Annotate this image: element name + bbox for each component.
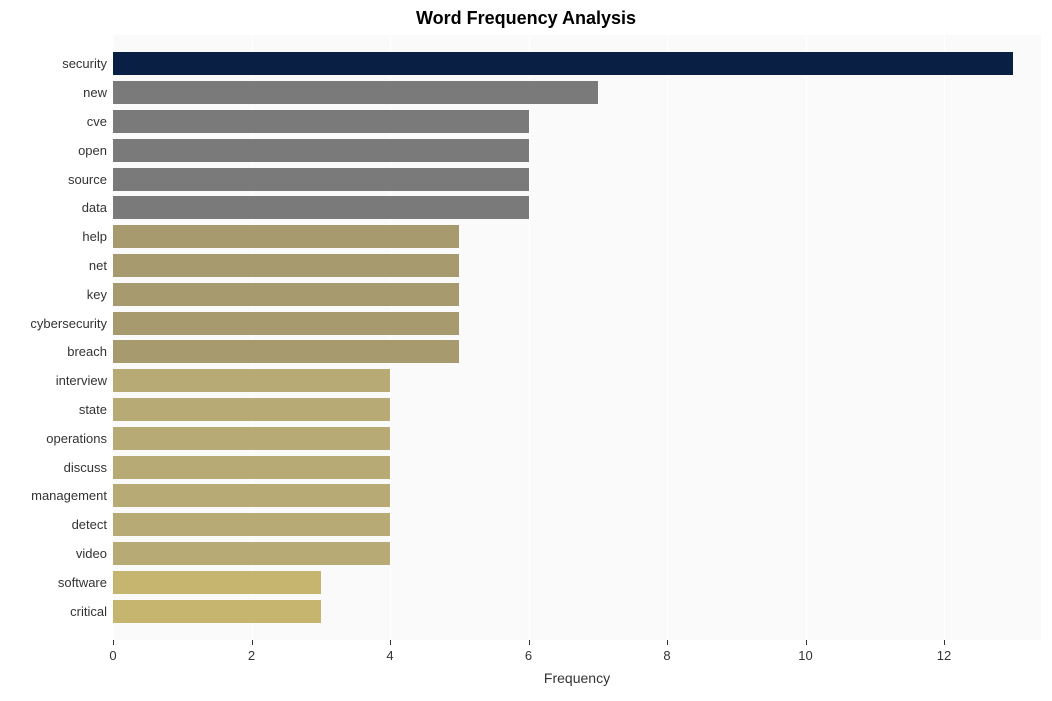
chart-title: Word Frequency Analysis [0,8,1052,29]
y-tick-label: source [68,172,107,187]
gridline [944,35,945,640]
bar [113,542,390,565]
x-tick-mark [806,640,807,645]
y-tick-label: critical [70,604,107,619]
bar [113,283,459,306]
x-tick-mark [944,640,945,645]
y-tick-label: discuss [64,460,107,475]
bar [113,139,529,162]
bar [113,340,459,363]
x-tick-mark [667,640,668,645]
gridline [667,35,668,640]
x-tick-label: 8 [663,648,670,663]
bar [113,312,459,335]
bar [113,225,459,248]
y-tick-label: data [82,200,107,215]
bar [113,571,321,594]
bar [113,484,390,507]
gridline [529,35,530,640]
bar [113,254,459,277]
plot-area [113,35,1041,640]
x-tick-label: 10 [798,648,812,663]
bar [113,168,529,191]
x-tick-label: 12 [937,648,951,663]
x-tick-label: 0 [109,648,116,663]
x-tick-mark [252,640,253,645]
x-tick-mark [529,640,530,645]
y-tick-label: net [89,258,107,273]
bar [113,456,390,479]
y-tick-label: cve [87,114,107,129]
gridline [806,35,807,640]
y-tick-label: security [62,56,107,71]
bar [113,513,390,536]
y-tick-label: breach [67,344,107,359]
y-tick-label: cybersecurity [30,316,107,331]
x-tick-mark [113,640,114,645]
bar [113,81,598,104]
bar [113,110,529,133]
y-tick-label: new [83,85,107,100]
figure: Word Frequency Analysis Frequency 0 2 4 6 8 1… [0,0,1052,701]
bar [113,369,390,392]
y-tick-label: detect [72,517,107,532]
y-tick-label: management [31,488,107,503]
x-tick-mark [390,640,391,645]
y-tick-label: video [76,546,107,561]
y-tick-label: interview [56,373,107,388]
y-tick-label: state [79,402,107,417]
y-tick-label: help [82,229,107,244]
y-tick-label: operations [46,431,107,446]
y-tick-label: open [78,143,107,158]
x-axis-label: Frequency [544,670,610,686]
x-tick-label: 6 [525,648,532,663]
bar [113,398,390,421]
bar [113,427,390,450]
x-tick-label: 2 [248,648,255,663]
bar [113,600,321,623]
y-tick-label: software [58,575,107,590]
bar [113,196,529,219]
y-tick-label: key [87,287,107,302]
bar [113,52,1013,75]
x-tick-label: 4 [386,648,393,663]
